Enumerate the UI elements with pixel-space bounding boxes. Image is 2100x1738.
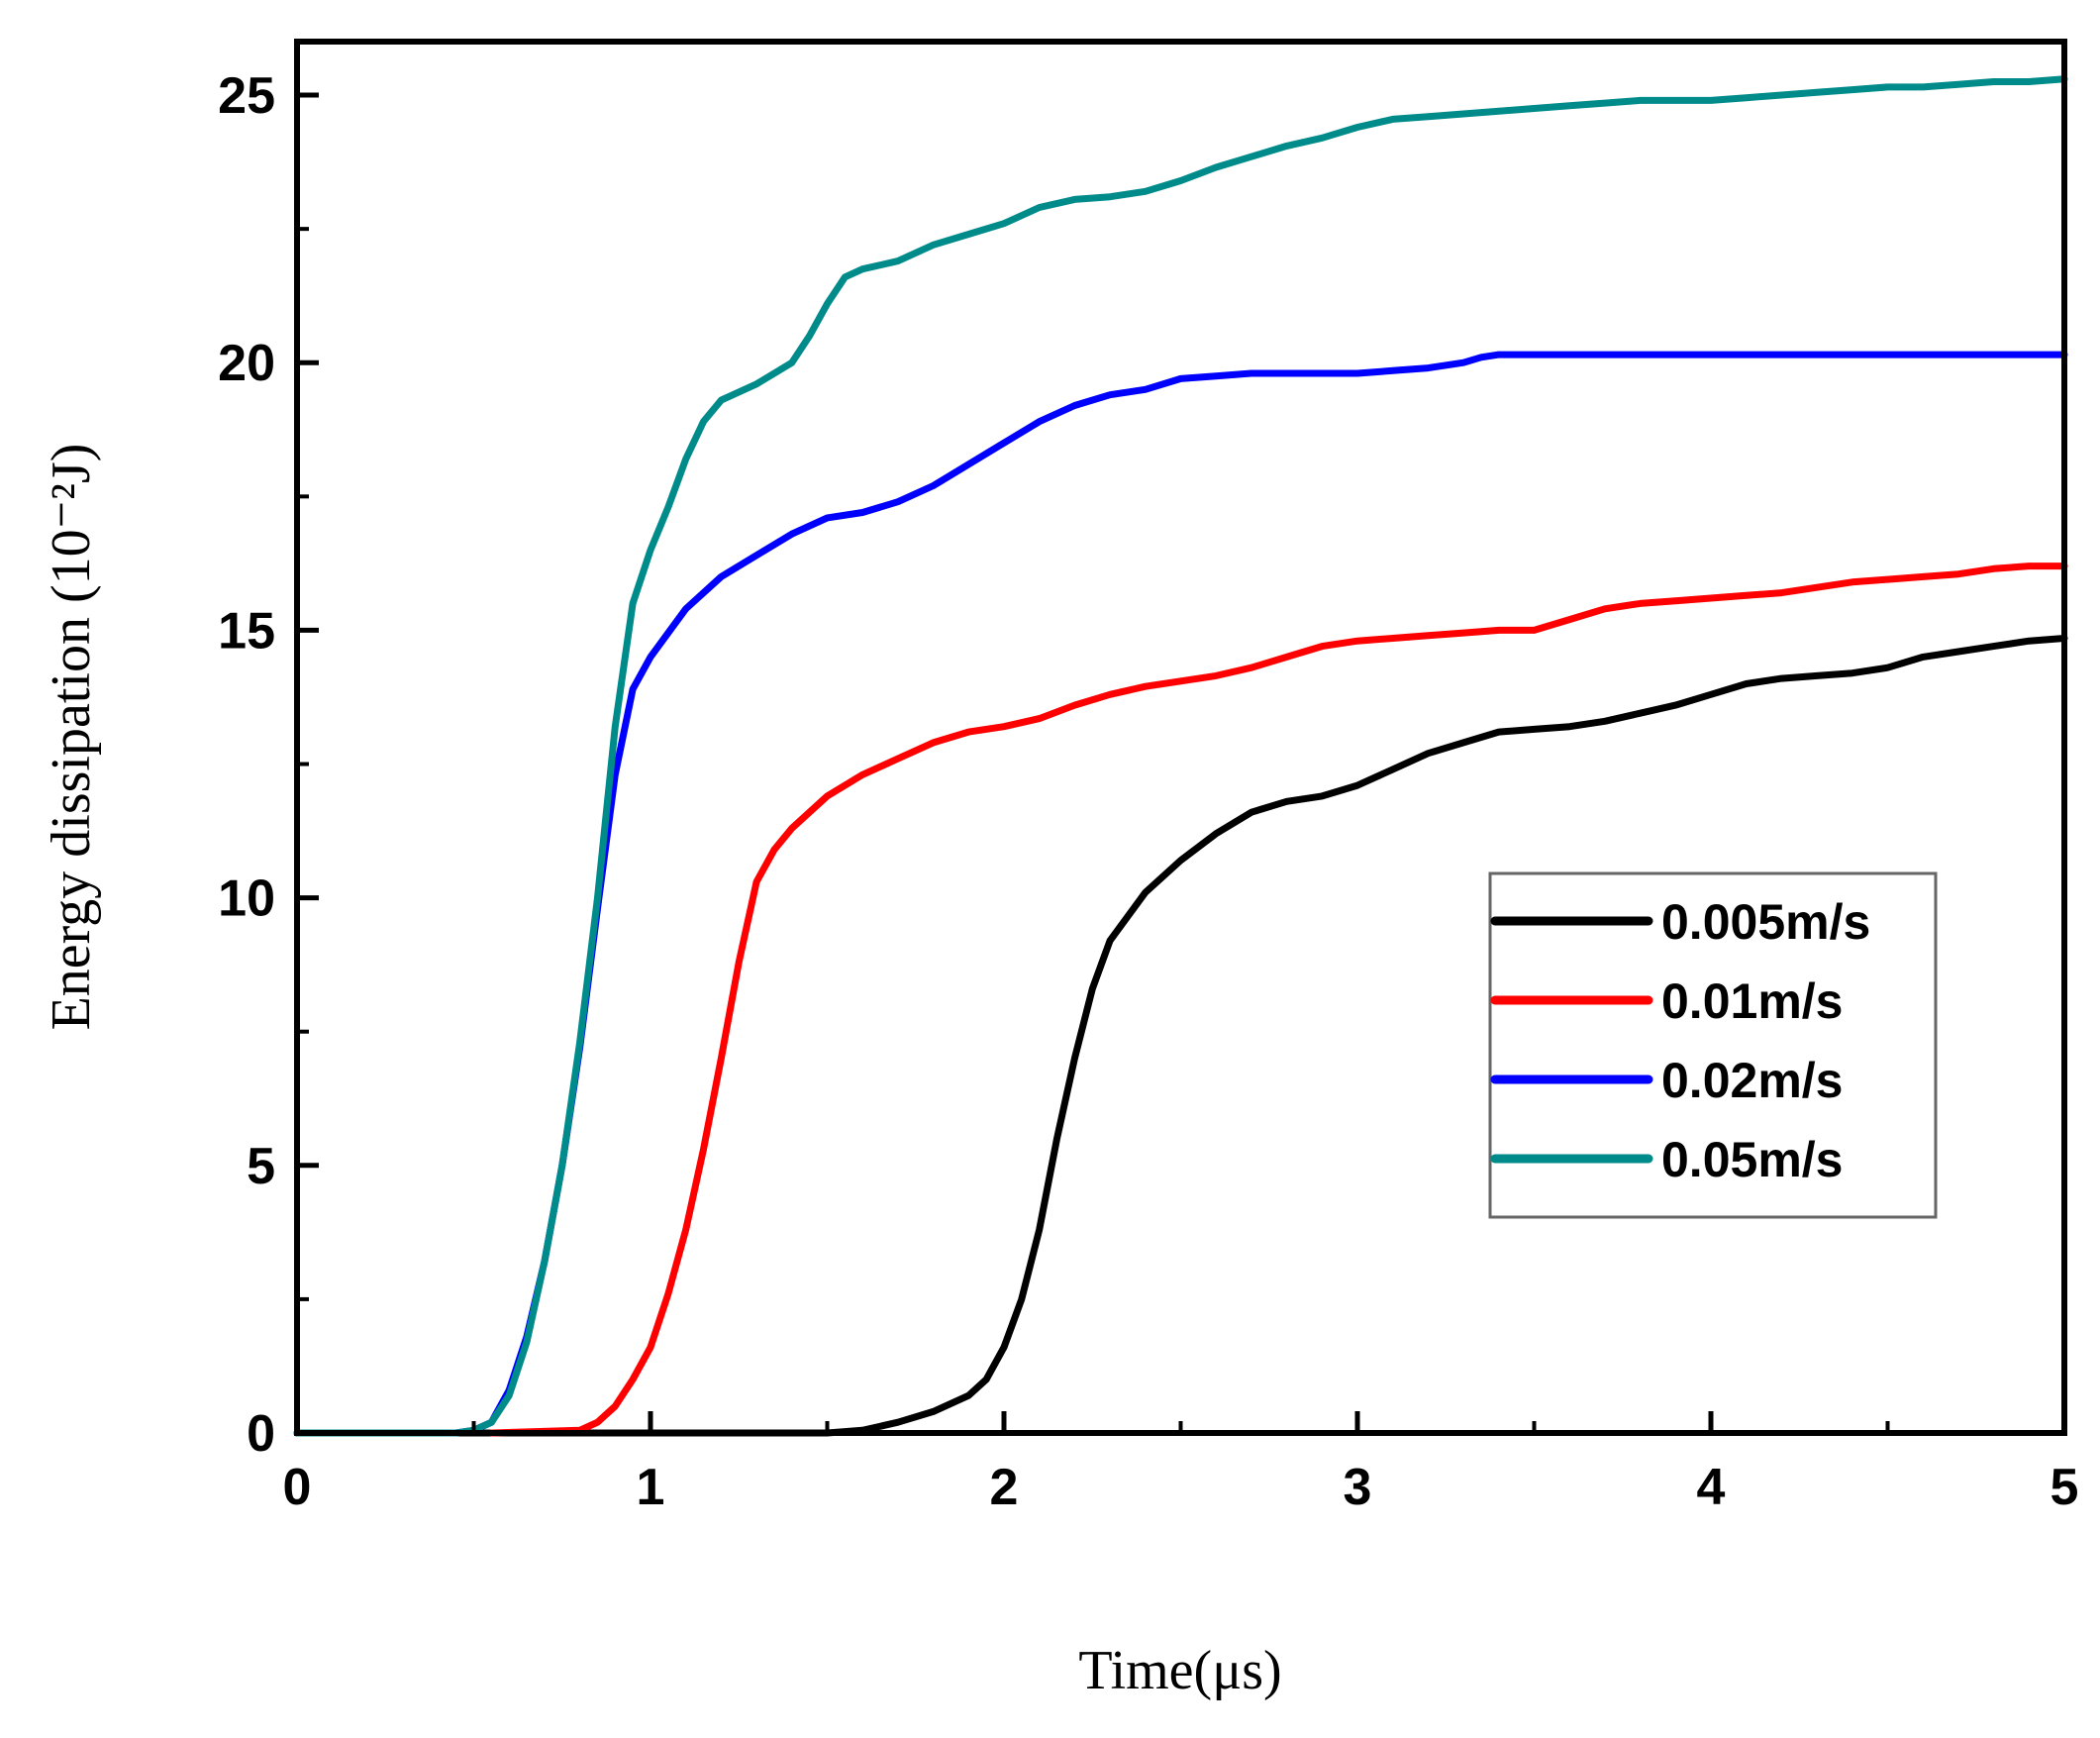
legend: 0.005m/s 0.01m/s 0.02m/s 0.05m/s <box>1488 871 1938 1219</box>
y-axis-title: Energy dissipation (10⁻²J) <box>41 444 102 1031</box>
legend-label-1: 0.01m/s <box>1661 973 1843 1029</box>
plot-frame <box>294 39 2067 1436</box>
series-line-1 <box>487 562 2068 1437</box>
y-tick-label: 0 <box>247 1405 275 1463</box>
y-tick-label: 20 <box>218 335 275 392</box>
y-tick-label: 5 <box>247 1138 275 1195</box>
x-tick-label: 3 <box>1344 1459 1372 1516</box>
legend-label-3: 0.05m/s <box>1661 1132 1843 1187</box>
tick-labels-layer: 0 1 2 3 4 5 0 5 10 15 20 25 <box>218 67 2078 1516</box>
x-tick-label: 0 <box>283 1459 312 1516</box>
x-tick-label: 5 <box>2050 1459 2079 1516</box>
y-tick-label: 10 <box>218 870 275 928</box>
y-tick-label: 25 <box>218 67 275 125</box>
series-line-3 <box>293 75 2068 1437</box>
x-tick-label: 2 <box>990 1459 1019 1516</box>
series-line-0 <box>293 635 2068 1437</box>
y-tick-label: 15 <box>218 602 275 660</box>
legend-label-0: 0.005m/s <box>1661 894 1870 950</box>
legend-label-2: 0.02m/s <box>1661 1053 1843 1108</box>
x-tick-label: 1 <box>637 1459 665 1516</box>
series-layer <box>293 75 2068 1437</box>
ticks-layer <box>294 92 2067 1436</box>
x-axis-title: Time(μs) <box>1078 1640 1281 1701</box>
x-tick-label: 4 <box>1697 1459 1726 1516</box>
